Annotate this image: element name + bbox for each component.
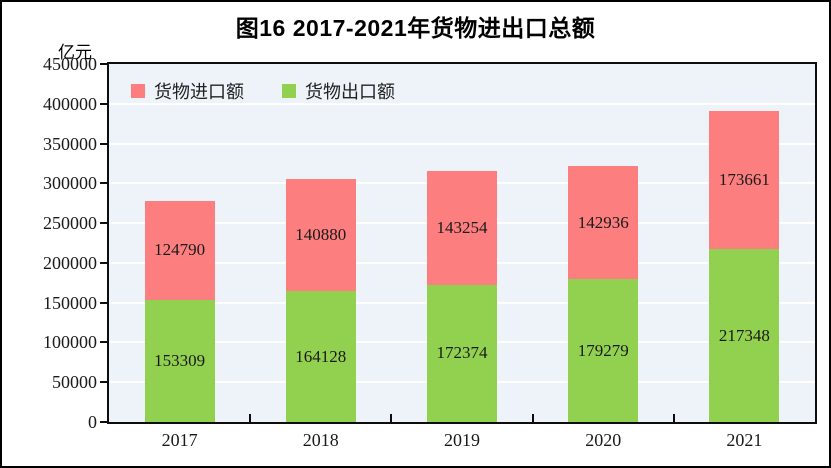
bar-segment-exports-2018: 164128 — [285, 291, 356, 422]
bar-segment-imports-2021: 173661 — [709, 110, 780, 250]
x-axis-boundary-tick — [531, 414, 534, 422]
bar-value-label: 217348 — [718, 325, 770, 345]
y-tick-label-100000: 100000 — [43, 332, 97, 353]
bar-segment-exports-2017: 153309 — [144, 300, 215, 422]
y-tick-mark — [100, 261, 107, 264]
bar-segment-imports-2020: 142936 — [568, 165, 639, 280]
legend-item-imports: 货物进口额 — [131, 78, 244, 104]
legend-label-imports: 货物进口额 — [154, 82, 244, 102]
bar-value-label: 140880 — [295, 225, 347, 245]
legend-item-exports: 货物出口额 — [282, 78, 395, 104]
bar-value-label: 164128 — [295, 346, 347, 366]
legend: 货物进口额 货物出口额 — [131, 78, 395, 104]
bar-segment-imports-2018: 140880 — [285, 179, 356, 292]
x-tick-label-2018: 2018 — [302, 430, 339, 450]
y-tick-mark — [100, 421, 107, 423]
y-tick-label-250000: 250000 — [43, 213, 97, 234]
bar-value-label: 179279 — [577, 340, 629, 360]
y-tick-label-200000: 200000 — [43, 252, 97, 273]
y-tick-mark — [100, 142, 107, 145]
y-tick-mark — [100, 341, 107, 344]
x-axis-boundary-tick — [390, 414, 393, 422]
x-axis-boundary-tick — [672, 414, 675, 422]
plot-area: 货物进口额 货物出口额 153309 124790 164128 140880 1723… — [107, 62, 817, 424]
y-tick-label-0: 0 — [88, 412, 97, 432]
bar-segment-imports-2017: 124790 — [144, 200, 215, 301]
bar-segment-exports-2021: 217348 — [709, 249, 780, 422]
y-tick-mark — [100, 222, 107, 225]
x-tick-label-2020: 2020 — [585, 430, 622, 450]
y-tick-label-150000: 150000 — [43, 292, 97, 313]
gridline — [109, 142, 815, 145]
bar-value-label: 173661 — [718, 170, 770, 190]
y-tick-mark — [100, 182, 107, 185]
bar-value-label: 172374 — [436, 343, 488, 363]
bar-value-label: 142936 — [577, 212, 629, 232]
legend-swatch-imports-icon — [131, 84, 145, 98]
chart-title: 图16 2017-2021年货物进出口总额 — [235, 15, 596, 41]
y-tick-label-50000: 50000 — [52, 372, 97, 393]
y-tick-mark — [100, 102, 107, 105]
x-axis-boundary-tick — [249, 414, 252, 422]
gridline — [109, 102, 815, 105]
y-tick-label-350000: 350000 — [43, 133, 97, 154]
bar-segment-exports-2019: 172374 — [427, 284, 497, 422]
bar-segment-exports-2020: 179279 — [568, 279, 639, 422]
x-tick-label-2019: 2019 — [443, 430, 480, 450]
y-tick-label-300000: 300000 — [43, 173, 97, 194]
y-tick-label-400000: 400000 — [43, 93, 97, 114]
y-tick-mark — [100, 63, 107, 65]
legend-swatch-exports-icon — [282, 84, 296, 98]
x-tick-label-2017: 2017 — [161, 430, 198, 450]
bar-value-label: 124790 — [154, 240, 206, 260]
legend-label-exports: 货物出口额 — [305, 82, 395, 102]
y-tick-mark — [100, 301, 107, 304]
y-tick-mark — [100, 381, 107, 384]
bar-value-label: 143254 — [436, 217, 488, 237]
bar-segment-imports-2019: 143254 — [427, 170, 497, 285]
x-tick-label-2021: 2021 — [726, 430, 763, 450]
y-tick-label-450000: 450000 — [43, 54, 97, 74]
y-axis-unit-label: 亿元 — [58, 43, 92, 62]
bar-value-label: 153309 — [154, 351, 206, 371]
